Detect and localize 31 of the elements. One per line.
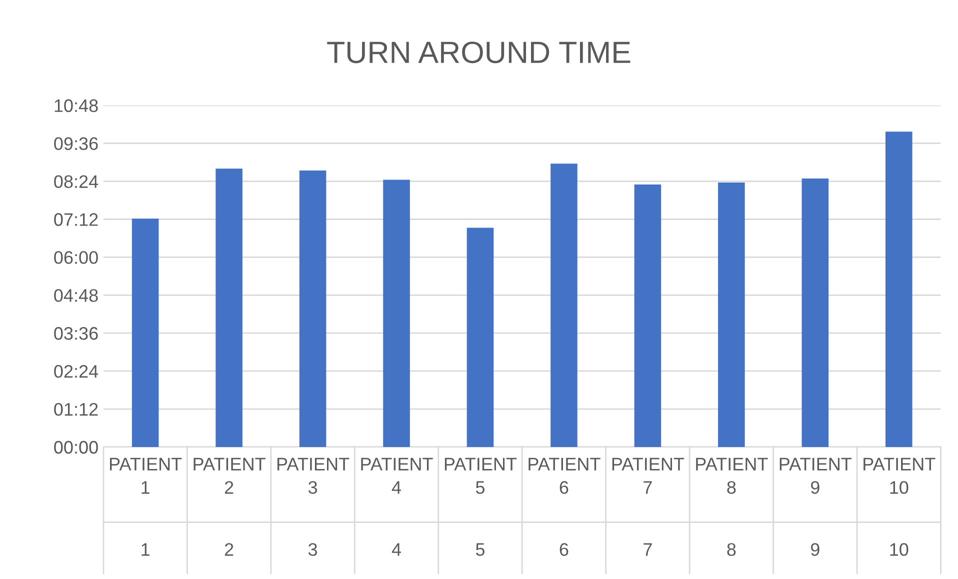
chart-title: TURN AROUND TIME bbox=[327, 42, 630, 64]
category-label: PATIENT 3 3 bbox=[277, 458, 350, 556]
category-label: PATIENT 8 8 bbox=[696, 458, 768, 556]
bar bbox=[718, 182, 745, 447]
bar bbox=[466, 228, 494, 447]
y-tick-label: 09:36 bbox=[54, 137, 98, 150]
y-tick-label: 08:24 bbox=[54, 175, 98, 188]
category-label: PATIENT 9 9 bbox=[780, 458, 852, 556]
bar bbox=[885, 132, 912, 447]
category-label: PATIENT 5 5 bbox=[444, 458, 517, 556]
bar bbox=[802, 178, 829, 447]
y-tick-label: 04:48 bbox=[54, 289, 98, 302]
category-label: PATIENT 10 10 bbox=[864, 458, 936, 556]
y-tick-label: 00:00 bbox=[54, 440, 98, 454]
category-label: PATIENT 6 6 bbox=[528, 458, 600, 556]
bar bbox=[132, 218, 159, 447]
y-tick-label: 10:48 bbox=[54, 99, 98, 112]
category-label: PATIENT 7 7 bbox=[612, 458, 684, 556]
category-label: PATIENT 4 4 bbox=[361, 458, 433, 556]
bar bbox=[550, 164, 578, 447]
category-label: PATIENT 2 2 bbox=[194, 458, 266, 556]
bar bbox=[216, 168, 242, 447]
y-tick-label: 01:12 bbox=[54, 402, 98, 416]
y-tick-label: 02:24 bbox=[54, 365, 98, 378]
bar bbox=[634, 184, 662, 447]
y-tick-label: 07:12 bbox=[54, 213, 98, 226]
y-tick-label: 03:36 bbox=[54, 327, 98, 340]
bar bbox=[299, 170, 326, 447]
bar bbox=[383, 180, 410, 447]
y-tick-label: 06:00 bbox=[54, 251, 98, 264]
category-label: PATIENT 1 1 bbox=[110, 458, 182, 556]
